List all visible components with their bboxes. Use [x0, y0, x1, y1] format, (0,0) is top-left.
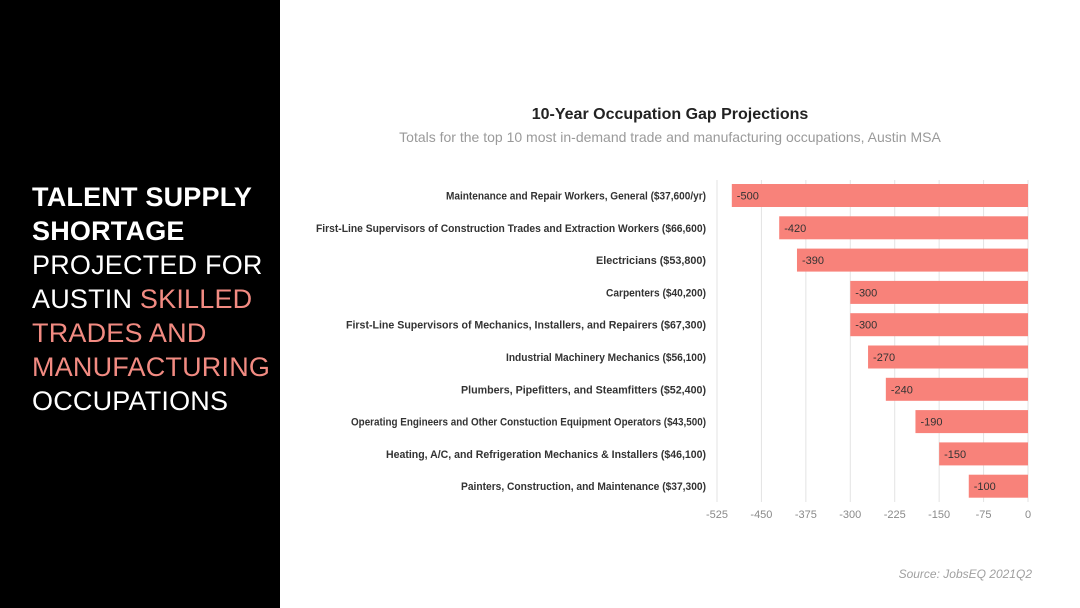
category-label: Industrial Machinery Mechanics ($56,100) [506, 352, 706, 364]
x-tick-label: 0 [1025, 509, 1031, 521]
data-label: -390 [802, 255, 824, 267]
bar [968, 474, 1028, 498]
data-label: -190 [920, 417, 942, 429]
x-tick-label: -450 [750, 509, 772, 521]
category-label: Electricians ($53,800) [596, 255, 706, 267]
category-label: First-Line Supervisors of Mechanics, Ins… [346, 320, 706, 332]
data-label: -100 [974, 481, 996, 493]
data-label: -300 [855, 287, 877, 299]
chart-title: 10-Year Occupation Gap Projections [531, 106, 809, 123]
bar [868, 345, 1028, 369]
bar [731, 184, 1028, 207]
category-label: Operating Engineers and Other Constuctio… [351, 417, 706, 429]
headline-line-5: TRADES AND [32, 318, 207, 348]
x-tick-label: -525 [706, 509, 728, 521]
x-tick-label: -75 [976, 509, 992, 521]
headline-line-4-plain: AUSTIN [32, 284, 140, 314]
data-label: -240 [891, 384, 913, 396]
headline-line-6: MANUFACTURING [32, 352, 271, 382]
x-tick-label: -300 [839, 509, 861, 521]
data-label: -420 [784, 223, 806, 235]
bar [779, 216, 1028, 240]
x-tick-label: -150 [928, 509, 950, 521]
data-label: -270 [873, 352, 895, 364]
source-note: Source: JobsEQ 2021Q2 [898, 567, 1032, 581]
x-tick-label: -225 [884, 509, 906, 521]
headline-line-3: PROJECTED FOR [32, 250, 263, 280]
category-label: Plumbers, Pipefitters, and Steamfitters … [461, 384, 706, 396]
data-label: -300 [855, 320, 877, 332]
bar [939, 442, 1028, 466]
bar [850, 280, 1028, 304]
category-label: Maintenance and Repair Workers, General … [446, 191, 706, 203]
headline-line-4-accent: SKILLED [139, 284, 253, 314]
headline-line-1: TALENT SUPPLY [32, 182, 253, 212]
headline: TALENT SUPPLY SHORTAGE PROJECTED FOR AUS… [32, 180, 272, 418]
category-label: Heating, A/C, and Refrigeration Mechanic… [386, 449, 706, 461]
bar [850, 313, 1028, 337]
category-label: Painters, Construction, and Maintenance … [461, 481, 706, 493]
x-tick-label: -375 [795, 509, 817, 521]
category-label: Carpenters ($40,200) [606, 287, 706, 299]
bar [796, 248, 1028, 272]
bar [915, 410, 1028, 434]
data-label: -500 [737, 191, 759, 203]
category-label: First-Line Supervisors of Construction T… [316, 223, 706, 235]
headline-line-2: SHORTAGE [32, 216, 185, 246]
bar [885, 377, 1028, 401]
headline-line-4: AUSTIN SKILLED [32, 282, 272, 316]
left-panel: TALENT SUPPLY SHORTAGE PROJECTED FOR AUS… [0, 0, 280, 608]
chart-subtitle: Totals for the top 10 most in-demand tra… [399, 129, 941, 145]
data-label: -150 [944, 449, 966, 461]
headline-line-7: OCCUPATIONS [32, 386, 229, 416]
